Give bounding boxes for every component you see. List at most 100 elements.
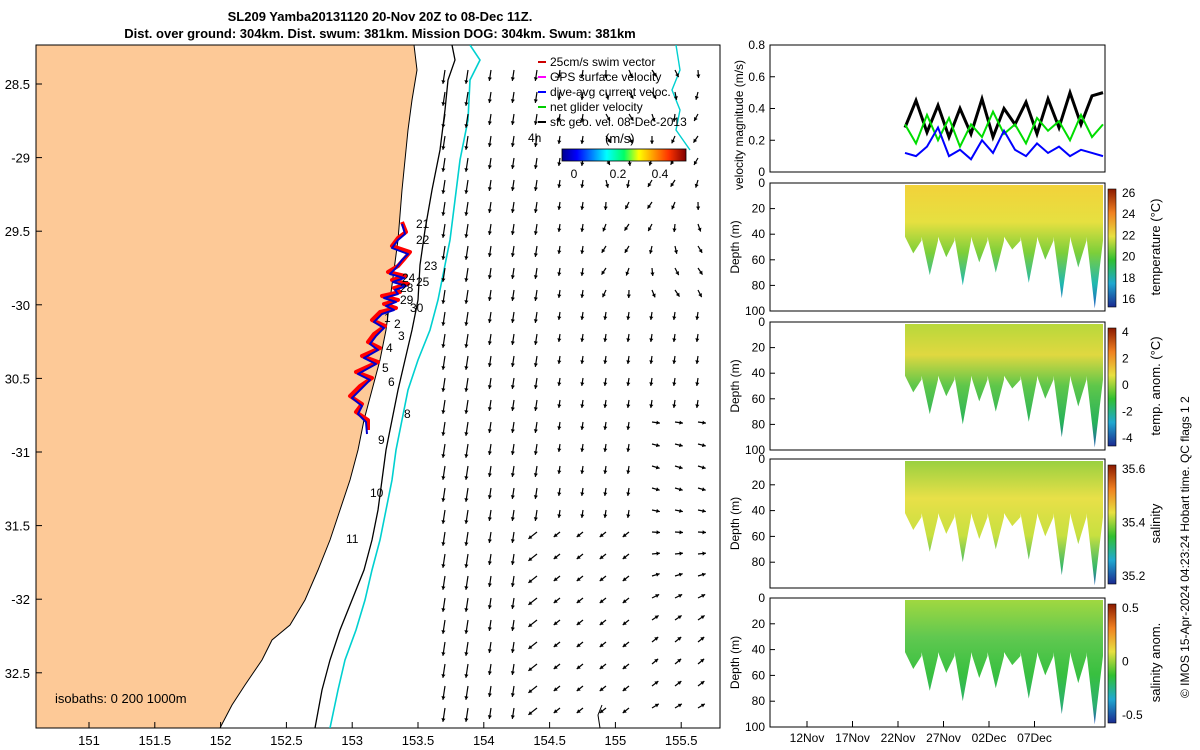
velocity-arrowhead <box>553 555 558 559</box>
velocity-arrowhead <box>441 256 446 260</box>
velocity-arrowhead <box>650 272 655 276</box>
velocity-arrowhead <box>599 599 604 603</box>
velocity-arrowhead <box>441 718 446 722</box>
day-label: 25 <box>416 275 430 289</box>
velocity-arrowhead <box>510 407 515 411</box>
map-x-tick-label: 154 <box>473 733 495 748</box>
velocity-arrowhead <box>528 667 533 671</box>
velocity-arrowhead <box>694 183 699 188</box>
depth-panel-4: 0 20 40 60 80 100 Depth (m) 0.5 0 -0.5 salinity an… <box>728 591 1163 734</box>
velocity-arrowhead <box>464 168 469 172</box>
velocity-arrowhead <box>441 608 446 612</box>
velocity-arrowhead <box>651 117 656 122</box>
velocity-arrowhead <box>599 643 604 647</box>
velocity-arrowhead <box>679 551 683 556</box>
velocity-arrowhead <box>599 709 604 713</box>
velocity-arrowhead <box>464 652 469 656</box>
velocity-arrowhead <box>553 665 558 669</box>
velocity-arrowhead <box>441 696 446 700</box>
velocity-arrowhead <box>441 234 446 238</box>
velocity-arrowhead <box>464 80 469 84</box>
depth-panel-3: 0 20 40 60 80 Depth (m) 35.6 35.4 35.2 salinity <box>728 452 1163 589</box>
velocity-arrowhead <box>700 703 705 708</box>
velocity-arrowhead <box>576 643 581 647</box>
velocity-arrowhead <box>605 95 610 100</box>
velocity-arrowhead <box>580 404 585 408</box>
velocity-arrowhead <box>464 388 469 392</box>
velocity-arrowhead <box>557 74 562 78</box>
velocity-arrowhead <box>510 297 515 301</box>
velocity-arrowhead <box>603 74 608 78</box>
colorbar-title: (m/s) <box>605 131 635 146</box>
velocity-arrowhead <box>603 404 608 408</box>
velocity-arrowhead <box>603 514 608 518</box>
day-label: 11 <box>346 532 359 546</box>
velocity-arrowhead <box>487 539 492 543</box>
velocity-arrowhead <box>487 275 492 279</box>
geo-velocity-arrows <box>441 69 707 722</box>
velocity-arrowhead <box>626 470 631 474</box>
velocity-arrowhead <box>648 249 653 254</box>
velocity-arrowhead <box>441 674 446 678</box>
day-label: 28 <box>400 281 414 295</box>
velocity-arrowhead <box>557 316 562 320</box>
depth-y-tick-label: 60 <box>752 529 766 543</box>
day-label: 30 <box>410 301 424 315</box>
velocity-arrowhead <box>580 206 585 210</box>
velocity-arrowhead <box>628 139 633 144</box>
velocity-arrowhead <box>626 338 631 342</box>
velocity-arrowhead <box>557 272 562 276</box>
velocity-arrowhead <box>702 530 706 535</box>
map-x-axis: 151 151.5 152 152.5 153 153.5 154 154.5 155 155.5 <box>78 722 697 748</box>
velocity-arrowhead <box>528 623 533 627</box>
day-label: 6 <box>388 375 395 389</box>
depth-y-tick-label: 40 <box>752 227 766 241</box>
velocity-arrowhead <box>602 293 606 298</box>
velocity-arrowhead <box>557 470 562 474</box>
velocity-arrowhead <box>557 404 562 408</box>
velocity-arrowhead <box>510 583 515 587</box>
velocity-arrowhead <box>510 253 515 257</box>
day-label: 5 <box>382 361 389 375</box>
time-axis: 12Nov 17Nov 22Nov 27Nov 02Dec 07Dec <box>790 721 1052 745</box>
day-label: 22 <box>416 233 430 247</box>
velocity-arrowhead <box>441 146 446 150</box>
colorbar-tick-label: -4 <box>1122 431 1133 445</box>
velocity-arrowhead <box>672 338 677 342</box>
velocity-arrowhead <box>557 492 562 496</box>
velocity-arrowhead <box>510 649 515 653</box>
velocity-arrowhead <box>580 338 585 342</box>
velocity-arrowhead <box>576 577 581 581</box>
velocity-arrowhead <box>510 627 515 631</box>
velocity-arrowhead <box>655 572 660 577</box>
velocity-arrowhead <box>557 382 562 386</box>
velocity-arrowhead <box>626 448 631 452</box>
velocity-arrowhead <box>603 316 608 320</box>
velocity-arrowhead <box>656 530 660 535</box>
velocity-arrowhead <box>679 508 683 513</box>
velocity-arrowhead <box>441 498 446 502</box>
footer-credit: © IMOS 15-Apr-2024 04:23:24 Hobart time.… <box>1178 396 1192 698</box>
colorbar-tick-label: -0.5 <box>1122 708 1143 722</box>
velocity-arrowhead <box>606 138 611 143</box>
day-label: 24 <box>402 271 416 285</box>
velocity-arrowhead <box>464 432 469 436</box>
velocity-arrowhead <box>698 248 703 253</box>
velocity-arrowhead <box>626 382 631 386</box>
velocity-y-tick-label: 0.4 <box>748 102 765 116</box>
velocity-arrowhead <box>510 715 515 719</box>
velocity-arrowhead <box>510 77 515 81</box>
map-y-tick-label: 29.5 <box>5 224 30 239</box>
velocity-arrowhead <box>487 429 492 433</box>
velocity-arrowhead <box>580 470 585 474</box>
velocity-arrowhead <box>622 643 627 647</box>
depth-y-tick-label: 100 <box>745 443 765 457</box>
colorbar-label: salinity anom. <box>1148 623 1163 702</box>
velocity-arrowhead <box>487 297 492 301</box>
velocity-arrowhead <box>487 583 492 587</box>
velocity-arrowhead <box>626 404 631 408</box>
chart-title-line2: Dist. over ground: 304km. Dist. swum: 38… <box>124 26 636 41</box>
day-label: 3 <box>398 329 405 343</box>
